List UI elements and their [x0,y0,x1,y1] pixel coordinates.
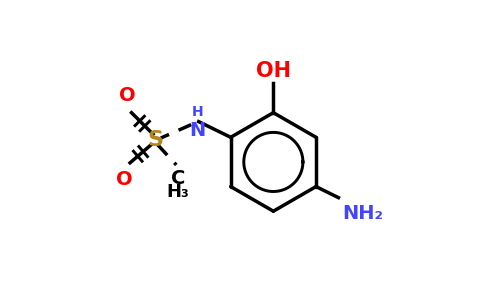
Text: O: O [119,85,136,105]
Text: H: H [191,105,203,119]
Text: C: C [171,169,185,188]
Text: O: O [116,170,132,189]
Text: N: N [189,121,205,140]
Text: S: S [148,130,164,149]
Text: H₃: H₃ [166,183,189,201]
Text: NH₂: NH₂ [342,205,383,224]
Text: OH: OH [256,61,291,81]
